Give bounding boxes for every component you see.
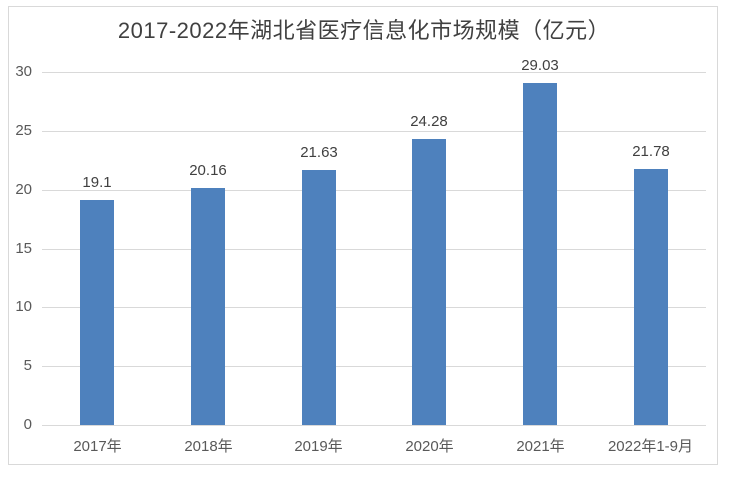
bar-value-label-2017年: 19.1 — [82, 174, 112, 191]
bar-value-label-2019年: 21.63 — [300, 144, 338, 161]
x-axis-tick-label-2018年: 2018年 — [184, 438, 233, 455]
bar-2022年1-9月 — [634, 169, 668, 425]
bar-value-label-2021年: 29.03 — [521, 57, 559, 74]
y-axis-tick-label: 15 — [15, 240, 32, 257]
gridline-y-20 — [42, 190, 706, 191]
bar-2017年 — [80, 200, 114, 425]
gridline-y-30 — [42, 72, 706, 73]
bar-value-label-2018年: 20.16 — [189, 162, 227, 179]
x-axis-tick-label-2022年1-9月: 2022年1-9月 — [607, 438, 694, 455]
y-axis-tick-label: 0 — [23, 416, 32, 433]
x-axis-tick-label-2017年: 2017年 — [73, 438, 122, 455]
x-axis-tick-label-2019年: 2019年 — [294, 438, 343, 455]
bar-2019年 — [302, 170, 336, 425]
y-axis-tick-label: 30 — [15, 63, 32, 80]
y-axis-tick-label: 25 — [15, 122, 32, 139]
bar-2018年 — [191, 188, 225, 425]
y-axis-tick-label: 20 — [15, 181, 32, 198]
gridline-y-15 — [42, 249, 706, 250]
y-axis-tick-label: 5 — [23, 357, 32, 374]
bar-2020年 — [412, 139, 446, 425]
bar-value-label-2022年1-9月: 21.78 — [632, 143, 670, 160]
bar-value-label-2020年: 24.28 — [410, 113, 448, 130]
x-axis-tick-label-2021年: 2021年 — [516, 438, 565, 455]
bar-2021年 — [523, 83, 557, 425]
x-axis-tick-label-2020年: 2020年 — [405, 438, 454, 455]
chart-frame — [8, 6, 718, 465]
gridline-y-25 — [42, 131, 706, 132]
gridline-y-5 — [42, 366, 706, 367]
gridline-y-10 — [42, 307, 706, 308]
y-axis-tick-label: 10 — [15, 298, 32, 315]
chart-title: 2017-2022年湖北省医疗信息化市场规模（亿元） — [117, 18, 611, 43]
gridline-y-0 — [42, 425, 706, 426]
